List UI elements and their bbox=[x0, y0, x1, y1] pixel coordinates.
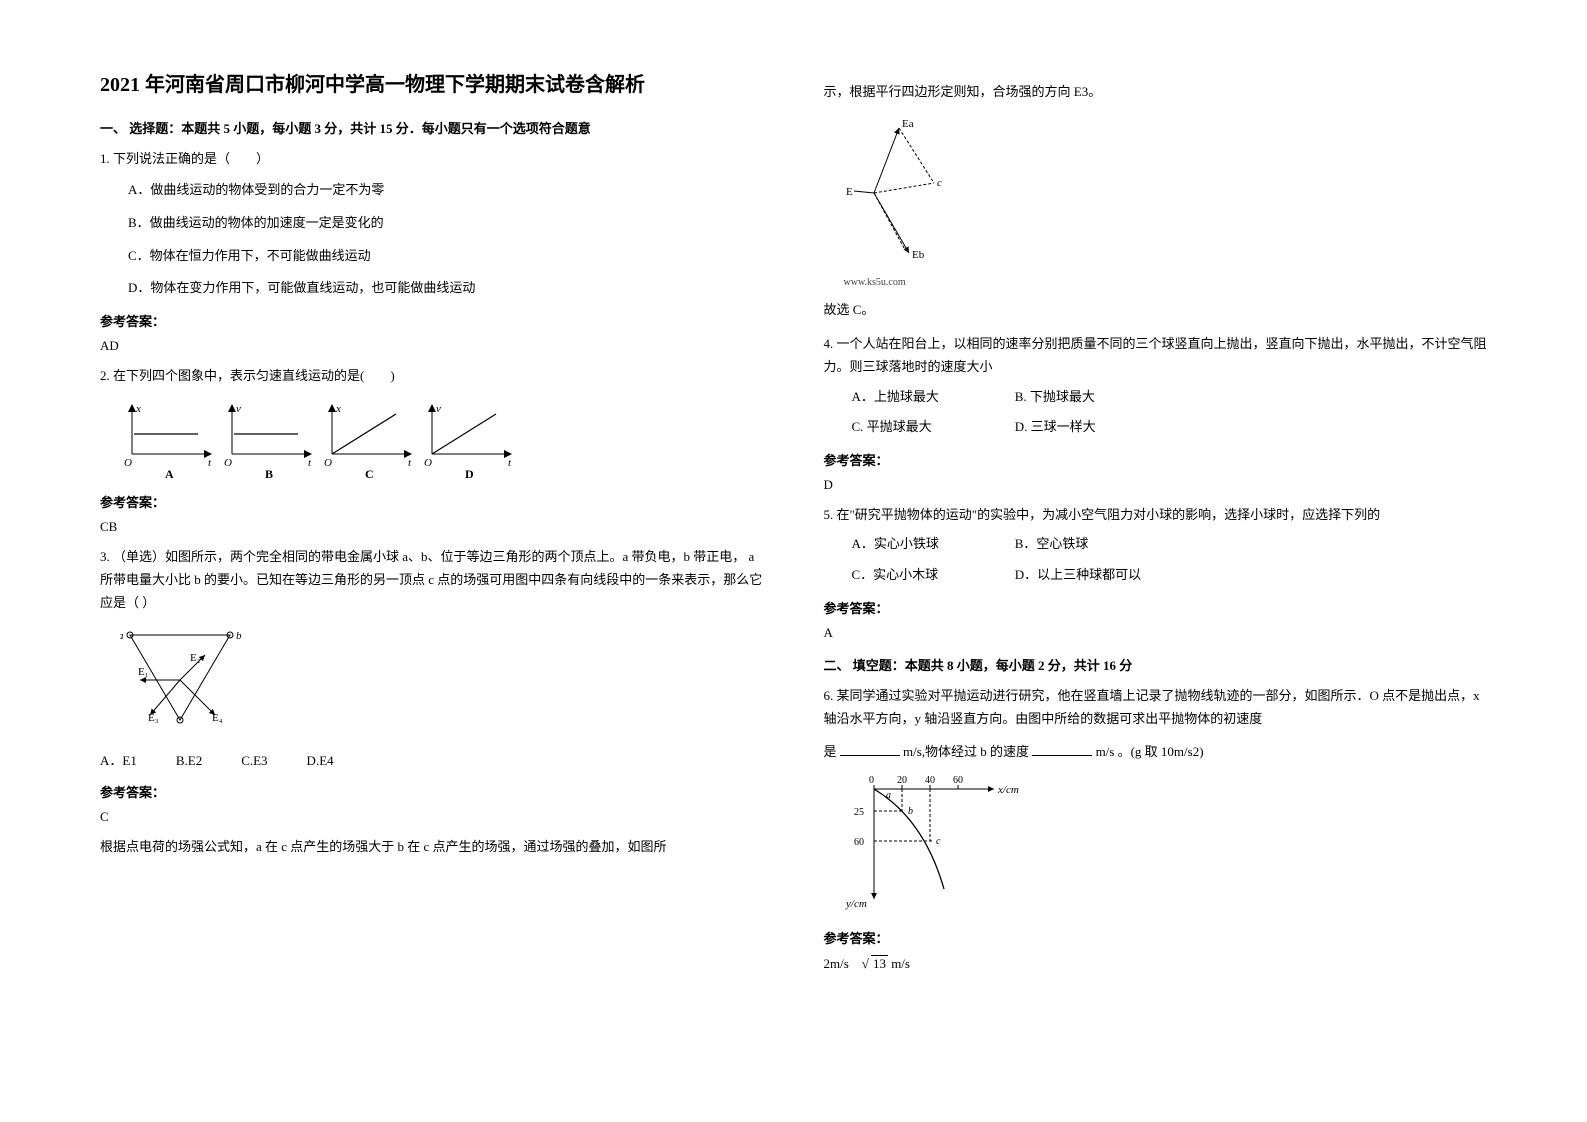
svg-text:60: 60 bbox=[953, 775, 963, 786]
left-column: 2021 年河南省周口市柳河中学高一物理下学期期末试卷含解析 一、 选择题：本题… bbox=[100, 70, 764, 1082]
q6-stem-1: 6. 某同学通过实验对平抛运动进行研究，他在竖直墙上记录了抛物线轨迹的一部分，如… bbox=[824, 688, 1480, 726]
q6-stem-post: m/s 。(g 取 10m/s2) bbox=[1096, 744, 1204, 759]
q5-ans: A bbox=[824, 625, 1488, 641]
q6-stem: 6. 某同学通过实验对平抛运动进行研究，他在竖直墙上记录了抛物线轨迹的一部分，如… bbox=[824, 684, 1488, 731]
svg-text:y/cm: y/cm bbox=[845, 898, 867, 910]
q5-opts-row2: C．实心小木球 D．以上三种球都可以 bbox=[852, 563, 1488, 588]
svg-text:E: E bbox=[846, 186, 853, 198]
blank-2 bbox=[1032, 742, 1092, 756]
svg-text:a: a bbox=[120, 630, 124, 642]
page-title: 2021 年河南省周口市柳河中学高一物理下学期期末试卷含解析 bbox=[100, 70, 764, 100]
svg-text:a: a bbox=[886, 790, 891, 801]
svg-text:B: B bbox=[265, 467, 273, 478]
q1-ans-label: 参考答案： bbox=[100, 311, 764, 330]
q5-ans-label: 参考答案： bbox=[824, 598, 1488, 617]
q6-ans: 2m/s √13 m/s bbox=[824, 955, 1488, 972]
svg-text:x: x bbox=[135, 403, 141, 415]
q5-opt-b: B．空心铁球 bbox=[1015, 532, 1175, 557]
svg-text:t: t bbox=[308, 457, 312, 469]
svg-text:v: v bbox=[436, 403, 441, 415]
svg-text:40: 40 bbox=[925, 775, 935, 786]
q6-ans-unit: m/s bbox=[888, 956, 910, 971]
q4-opt-a: A．上抛球最大 bbox=[852, 385, 1012, 410]
svg-text:O: O bbox=[324, 457, 332, 469]
q6-ans-root: 13 bbox=[871, 955, 888, 972]
q1-stem: 1. 下列说法正确的是（ ） bbox=[100, 147, 764, 170]
q6-ans-label: 参考答案： bbox=[824, 928, 1488, 947]
svg-text:b: b bbox=[908, 806, 913, 817]
q2-graphs: t x O At v O Bt x O Ct v O D bbox=[120, 398, 764, 482]
q4-opt-c: C. 平抛球最大 bbox=[852, 415, 1012, 440]
q1-ans: AD bbox=[100, 338, 764, 354]
svg-text:60: 60 bbox=[854, 837, 864, 848]
q3-diagram: a b E₁ E₂ E₃ E₄ bbox=[120, 625, 764, 739]
q4-opts-row1: A．上抛球最大 B. 下抛球最大 bbox=[852, 385, 1488, 410]
q4-ans: D bbox=[824, 477, 1488, 493]
svg-text:x/cm: x/cm bbox=[997, 784, 1019, 796]
q5-stem: 5. 在"研究平抛物体的运动"的实验中，为减小空气阻力对小球的影响，选择小球时，… bbox=[824, 503, 1488, 526]
q3-conclude: 故选 C。 bbox=[824, 298, 1488, 321]
q6-stem-pre: 是 bbox=[824, 744, 837, 759]
q1-opt-c: C．物体在恒力作用下，不可能做曲线运动 bbox=[128, 244, 764, 269]
q6-stem-mid: m/s,物体经过 b 的速度 bbox=[903, 744, 1029, 759]
source-url: www.ks5u.com bbox=[844, 277, 1488, 288]
svg-text:O: O bbox=[224, 457, 232, 469]
q1-opt-a: A．做曲线运动的物体受到的合力一定不为零 bbox=[128, 178, 764, 203]
q4-ans-label: 参考答案： bbox=[824, 450, 1488, 469]
svg-text:t: t bbox=[508, 457, 512, 469]
q5-opt-c: C．实心小木球 bbox=[852, 563, 1012, 588]
q4-opts-row2: C. 平抛球最大 D. 三球一样大 bbox=[852, 415, 1488, 440]
q5-opt-a: A．实心小铁球 bbox=[852, 532, 1012, 557]
svg-text:t: t bbox=[408, 457, 412, 469]
q1-opt-d: D．物体在变力作用下，可能做直线运动，也可能做曲线运动 bbox=[128, 276, 764, 301]
svg-text:v: v bbox=[236, 403, 241, 415]
section-1-heading: 一、 选择题：本题共 5 小题，每小题 3 分，共计 15 分．每小题只有一个选… bbox=[100, 118, 764, 137]
svg-text:0: 0 bbox=[869, 775, 874, 786]
svg-text:O: O bbox=[424, 457, 432, 469]
svg-text:C: C bbox=[365, 467, 374, 478]
q2-stem: 2. 在下列四个图象中，表示匀速直线运动的是( ) bbox=[100, 364, 764, 387]
svg-text:t: t bbox=[208, 457, 212, 469]
section-2-heading: 二、 填空题：本题共 8 小题，每小题 2 分，共计 16 分 bbox=[824, 655, 1488, 674]
q6-stem-2: 是 m/s,物体经过 b 的速度 m/s 。(g 取 10m/s2) bbox=[824, 740, 1488, 763]
q4-stem: 4. 一个人站在阳台上，以相同的速率分别把质量不同的三个球竖直向上抛出，竖直向下… bbox=[824, 332, 1488, 379]
svg-text:E₁: E₁ bbox=[138, 666, 149, 678]
q3-explain2: 示，根据平行四边形定则知，合场强的方向 E3。 bbox=[824, 80, 1488, 103]
svg-text:E₂: E₂ bbox=[190, 652, 201, 664]
blank-1 bbox=[840, 742, 900, 756]
q3-ans-label: 参考答案： bbox=[100, 782, 764, 801]
svg-text:c: c bbox=[937, 177, 942, 189]
svg-text:O: O bbox=[124, 457, 132, 469]
q6-ans-v1: 2m/s bbox=[824, 956, 849, 971]
q3-explain: 根据点电荷的场强公式知，a 在 c 点产生的场强大于 b 在 c 点产生的场强，… bbox=[100, 835, 764, 858]
q3-opts: A．E1 B.E2 C.E3 D.E4 bbox=[100, 749, 764, 772]
q2-ans: CB bbox=[100, 519, 764, 535]
svg-text:c: c bbox=[936, 836, 941, 847]
q2-ans-label: 参考答案： bbox=[100, 492, 764, 511]
q3-diagram2: Ea c E Eb www.ks5u.com bbox=[844, 113, 1488, 288]
svg-text:b: b bbox=[236, 630, 242, 642]
svg-text:E₃: E₃ bbox=[148, 712, 159, 724]
right-column: 示，根据平行四边形定则知，合场强的方向 E3。 Ea c E Eb www.ks5u.… bbox=[824, 70, 1488, 1082]
svg-text:20: 20 bbox=[897, 775, 907, 786]
q3-stem: 3. （单选）如图所示，两个完全相同的带电金属小球 a、b、位于等边三角形的两个… bbox=[100, 545, 764, 615]
q4-opt-b: B. 下抛球最大 bbox=[1015, 385, 1175, 410]
q6-graph: x/cm y/cm 0 20 40 60 25 60 a b c bbox=[844, 774, 1488, 918]
svg-text:D: D bbox=[465, 467, 474, 478]
svg-text:Ea: Ea bbox=[902, 118, 914, 130]
svg-text:E₄: E₄ bbox=[212, 712, 223, 724]
q5-opts-row1: A．实心小铁球 B．空心铁球 bbox=[852, 532, 1488, 557]
q4-opt-d: D. 三球一样大 bbox=[1015, 415, 1175, 440]
svg-text:Eb: Eb bbox=[912, 249, 925, 261]
q5-opt-d: D．以上三种球都可以 bbox=[1015, 563, 1175, 588]
svg-text:A: A bbox=[165, 467, 174, 478]
svg-text:25: 25 bbox=[854, 807, 864, 818]
q3-ans: C bbox=[100, 809, 764, 825]
q1-opt-b: B．做曲线运动的物体的加速度一定是变化的 bbox=[128, 211, 764, 236]
svg-text:x: x bbox=[335, 403, 341, 415]
